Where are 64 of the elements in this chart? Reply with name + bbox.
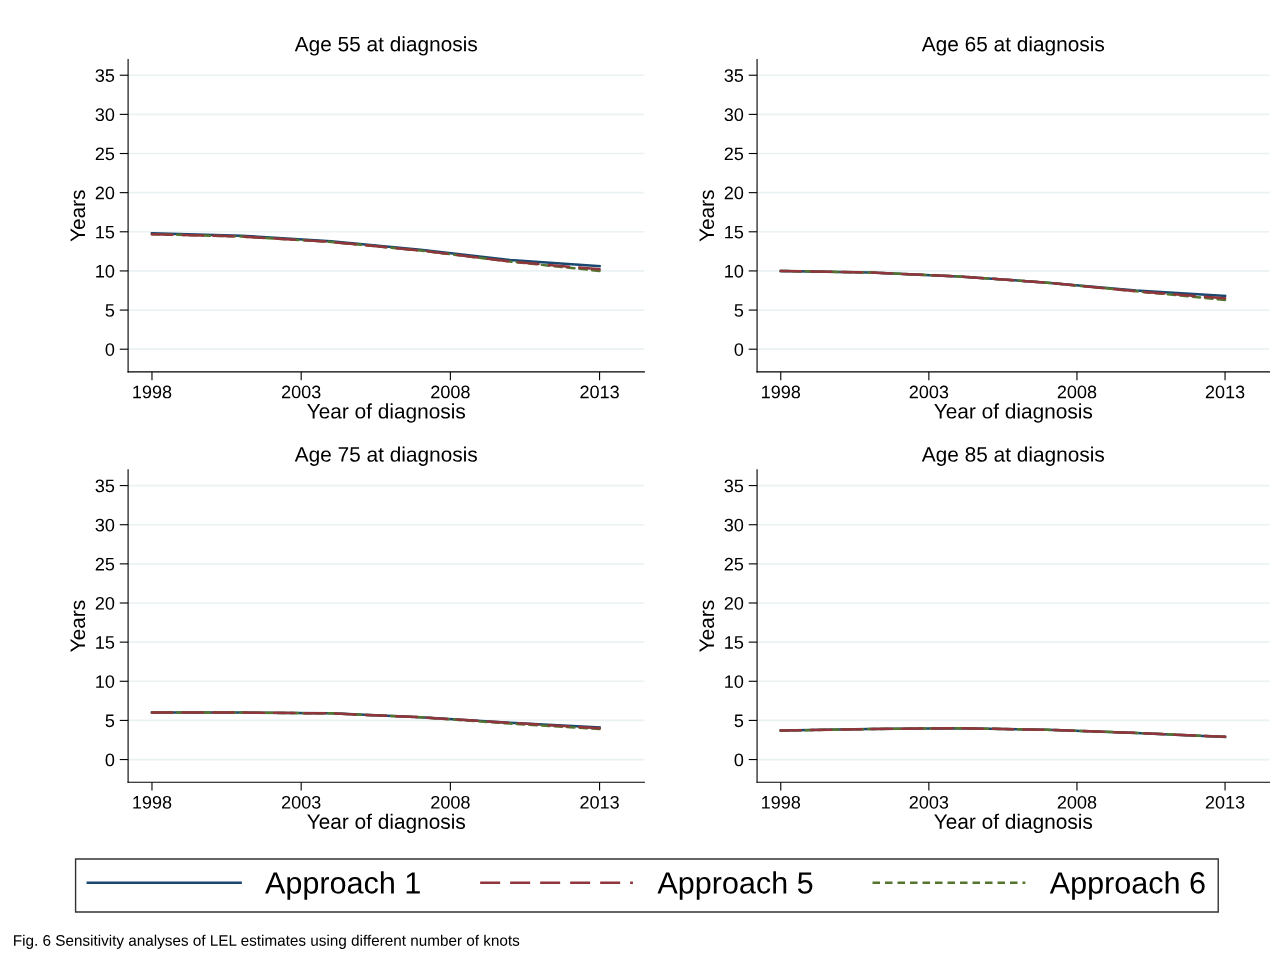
y-tick-label: 20: [724, 186, 744, 200]
y-tick-label: 0: [734, 753, 744, 767]
legend-label: Approach 5: [657, 871, 813, 900]
x-tick-label: 1998: [133, 795, 172, 809]
y-tick-label: 10: [96, 675, 115, 688]
y-tick-label: 35: [95, 69, 115, 82]
y-tick-label: 0: [105, 753, 115, 767]
legend-label: Approach 6: [1049, 871, 1205, 900]
y-tick-label: 15: [96, 636, 115, 649]
y-tick-label: 5: [105, 304, 115, 317]
x-tick-label: 2003: [909, 795, 949, 809]
x-tick-label: 2013: [1205, 795, 1245, 809]
y-axis-title: Years: [699, 600, 715, 652]
chart-title: Age 55 at diagnosis: [294, 36, 477, 56]
y-tick-label: 20: [724, 596, 744, 610]
x-axis-title: Year of diagnosis: [307, 403, 466, 423]
y-tick-label: 25: [95, 557, 115, 571]
y-tick-label: 30: [724, 108, 744, 122]
y-tick-label: 35: [724, 479, 744, 493]
x-axis-title: Year of diagnosis: [934, 403, 1093, 423]
x-tick-label: 1998: [762, 385, 801, 399]
y-tick-label: 5: [734, 304, 744, 317]
y-tick-label: 15: [725, 225, 744, 239]
y-tick-label: 20: [95, 596, 115, 610]
y-axis-title: Years: [70, 600, 86, 652]
x-axis-title: Year of diagnosis: [934, 813, 1093, 834]
y-tick-label: 20: [95, 186, 115, 200]
x-tick-label: 2008: [431, 385, 470, 399]
x-tick-label: 2013: [1205, 385, 1245, 399]
y-tick-label: 5: [105, 714, 115, 728]
y-tick-label: 35: [724, 69, 744, 82]
y-tick-label: 10: [725, 264, 744, 278]
x-tick-label: 1998: [762, 795, 801, 809]
y-tick-label: 35: [95, 479, 115, 493]
y-tick-label: 10: [96, 264, 115, 278]
y-tick-label: 30: [95, 108, 115, 122]
y-axis-title: Years: [699, 190, 715, 242]
y-tick-label: 15: [96, 225, 115, 239]
y-tick-label: 0: [734, 343, 744, 356]
x-tick-label: 2003: [282, 795, 321, 809]
x-tick-label: 2013: [580, 385, 619, 399]
y-tick-label: 30: [95, 518, 115, 532]
caption: Fig. 6 Sensitivity analyses of LEL estimates using different number of knots: [14, 934, 520, 949]
y-tick-label: 25: [724, 557, 744, 571]
chart-title: Age 65 at diagnosis: [921, 36, 1105, 56]
y-tick-label: 10: [725, 675, 744, 688]
x-tick-label: 2008: [1057, 795, 1097, 809]
x-tick-label: 2013: [580, 795, 619, 809]
chart-title: Age 75 at diagnosis: [294, 446, 477, 466]
x-tick-label: 2003: [282, 385, 321, 399]
chart-title: Age 85 at diagnosis: [921, 446, 1105, 466]
x-axis-title: Year of diagnosis: [307, 813, 466, 834]
y-tick-label: 25: [95, 147, 115, 161]
y-tick-label: 5: [734, 714, 744, 728]
y-tick-label: 25: [724, 147, 744, 161]
y-tick-label: 15: [725, 636, 744, 649]
y-axis-title: Years: [70, 190, 86, 242]
x-tick-label: 2008: [1057, 385, 1097, 399]
y-tick-label: 30: [724, 518, 744, 532]
y-tick-label: 0: [105, 343, 115, 356]
x-tick-label: 1998: [133, 385, 172, 399]
x-tick-label: 2008: [431, 795, 470, 809]
legend-label: Approach 1: [265, 871, 420, 900]
x-tick-label: 2003: [909, 385, 949, 399]
